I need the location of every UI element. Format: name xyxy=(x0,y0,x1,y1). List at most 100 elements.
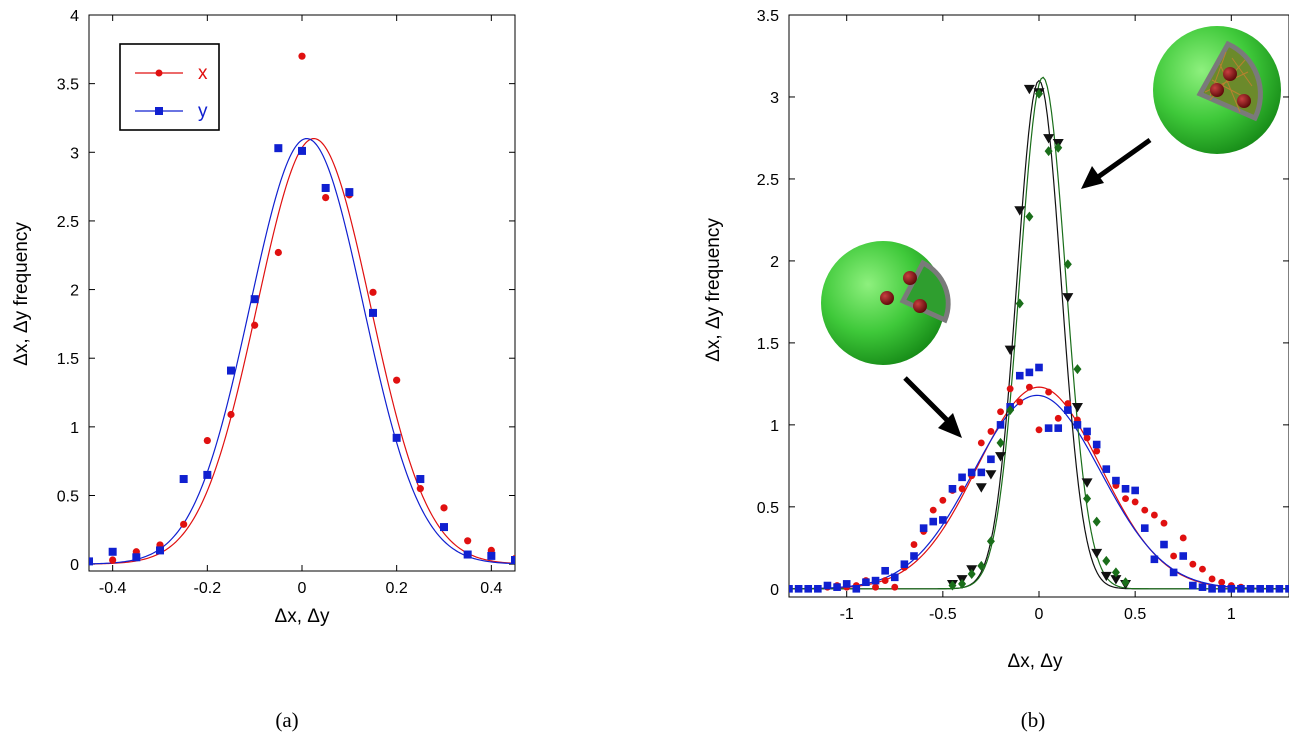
chart-b-point-1 xyxy=(862,578,870,587)
chart-a-point-1 xyxy=(321,183,330,192)
chart-a-point-1 xyxy=(250,295,259,304)
chart-b-point-1 xyxy=(910,552,918,560)
chart-b-point-2 xyxy=(1071,402,1083,413)
chart-b-point-1 xyxy=(1179,552,1188,560)
chart-b-point-2 xyxy=(1091,548,1103,559)
chart-b-ytick-label: 0 xyxy=(770,582,779,599)
chart-a-ytick-label: 3 xyxy=(70,145,79,162)
chart-b-point-1 xyxy=(1150,555,1159,564)
chart-b-point-1 xyxy=(1275,585,1284,593)
chart-b-point-0 xyxy=(891,583,899,591)
chart-b-point-0 xyxy=(1006,385,1014,393)
chart-b-point-2 xyxy=(1004,345,1016,355)
chart-b-point-3 xyxy=(1025,211,1034,222)
chart-a-xlabel: Δx, Δy xyxy=(275,606,330,627)
chart-b-point-1 xyxy=(1015,371,1024,380)
chart-a-ytick-label: 2 xyxy=(70,283,79,300)
chart-b-point-3 xyxy=(1044,146,1053,157)
chart-b-point-3 xyxy=(986,536,995,547)
chart-b-point-0 xyxy=(1199,565,1206,573)
chart-a-point-1 xyxy=(487,551,496,560)
chart-b-point-1 xyxy=(1160,540,1168,549)
chart-b-point-0 xyxy=(1083,434,1091,442)
chart-b-point-1 xyxy=(1073,421,1082,429)
chart-b-point-0 xyxy=(958,485,966,493)
chart-b-point-3 xyxy=(967,569,976,580)
chart-b-fit-line-0 xyxy=(789,386,1289,590)
legend-a-x-marker xyxy=(155,69,163,77)
chart-a: -0.4 -0.2 0 0.2 0.4 0 0.5 1 1.5 2 2.5 3 3.5 4 Δx, Δy … xyxy=(11,8,516,732)
chart-b-point-0 xyxy=(1160,519,1168,527)
chart-b-point-1 xyxy=(996,421,1005,429)
chart-b-point-2 xyxy=(975,483,987,493)
chart-a-point-0 xyxy=(109,556,117,564)
legend-a-box xyxy=(119,43,220,131)
chart-b-ytick-label: 2.5 xyxy=(757,172,779,189)
legend-a: x y xyxy=(119,43,220,131)
chart-b-point-2 xyxy=(1062,293,1074,303)
chart-b-point-3 xyxy=(1092,516,1101,527)
chart-b-point-0 xyxy=(910,541,918,548)
chart-a-ytick-label: 1.5 xyxy=(57,351,79,368)
chart-b-point-0 xyxy=(1170,552,1178,560)
chart-a-point-0 xyxy=(203,436,211,445)
chart-b-ytick-label: 1.5 xyxy=(757,336,779,353)
chart-a-point-1 xyxy=(298,146,306,155)
chart-a-point-1 xyxy=(179,475,188,484)
chart-b-point-2 xyxy=(1043,134,1055,144)
sphere-nuclei-icon xyxy=(821,241,951,365)
chart-a-ytick-label: 4 xyxy=(70,8,79,25)
chart-b-xtick-label: -0.5 xyxy=(929,606,957,623)
chart-b-xtick-label: 0 xyxy=(1035,606,1044,623)
chart-a-xtick-label: 0 xyxy=(298,580,307,597)
chart-b-point-1 xyxy=(958,473,966,482)
chart-a-xtick-label: 0.2 xyxy=(386,580,408,597)
chart-a-point-1 xyxy=(108,547,117,556)
chart-b-point-1 xyxy=(1064,406,1072,414)
chart-a-xtick-label: 0.4 xyxy=(480,580,502,597)
chart-b-point-1 xyxy=(1102,465,1111,473)
chart-a-point-1 xyxy=(511,556,515,565)
chart-b-point-1 xyxy=(1054,424,1063,432)
legend-a-y-marker xyxy=(155,107,163,115)
chart-a-point-0 xyxy=(440,504,448,512)
chart-b-point-2 xyxy=(1014,206,1026,216)
chart-b-point-1 xyxy=(1035,363,1043,372)
chart-a-fit-line-1 xyxy=(89,137,515,565)
chart-b-point-0 xyxy=(987,427,995,435)
chart-b-point-3 xyxy=(1102,555,1111,566)
chart-a-point-1 xyxy=(392,433,401,442)
chart-b-point-1 xyxy=(967,468,976,477)
chart-b-ytick-label: 0.5 xyxy=(757,500,779,517)
chart-b-point-0 xyxy=(1122,495,1129,503)
chart-b-point-3 xyxy=(996,437,1005,448)
chart-b-point-3 xyxy=(977,560,986,571)
chart-b-point-1 xyxy=(1121,484,1130,493)
chart-b-point-1 xyxy=(1217,585,1226,593)
chart-b-ytick-label: 2 xyxy=(770,254,779,271)
chart-a-point-1 xyxy=(274,144,283,153)
chart-b-point-0 xyxy=(1131,498,1139,506)
chart-b-point-2 xyxy=(995,452,1007,462)
chart-b-xlabel: Δx, Δy xyxy=(1008,651,1063,672)
chart-b-point-1 xyxy=(987,455,995,464)
chart-b-fit-line-1 xyxy=(789,394,1289,590)
chart-a-point-0 xyxy=(251,321,259,329)
chart-b-point-1 xyxy=(1083,427,1091,436)
chart-b-ytick-label: 3 xyxy=(770,90,779,107)
chart-b-point-0 xyxy=(929,506,937,514)
chart-b-point-0 xyxy=(1035,426,1043,434)
chart-b-point-2 xyxy=(1023,84,1035,95)
arrow-narrow-icon xyxy=(1081,137,1152,189)
chart-b-point-2 xyxy=(1110,575,1122,585)
chart-a-point-0 xyxy=(227,410,235,419)
chart-b-point-1 xyxy=(1208,585,1216,593)
chart-b-point-0 xyxy=(1141,506,1149,514)
chart-a-ytick-label: 2.5 xyxy=(57,214,79,231)
legend-a-x-label: x xyxy=(198,63,208,84)
chart-b-point-1 xyxy=(1256,585,1264,593)
chart-b-point-1 xyxy=(1092,440,1101,449)
chart-b-point-3 xyxy=(1015,298,1024,309)
panel-label-b: (b) xyxy=(1021,708,1046,732)
chart-b-point-1 xyxy=(814,585,822,593)
